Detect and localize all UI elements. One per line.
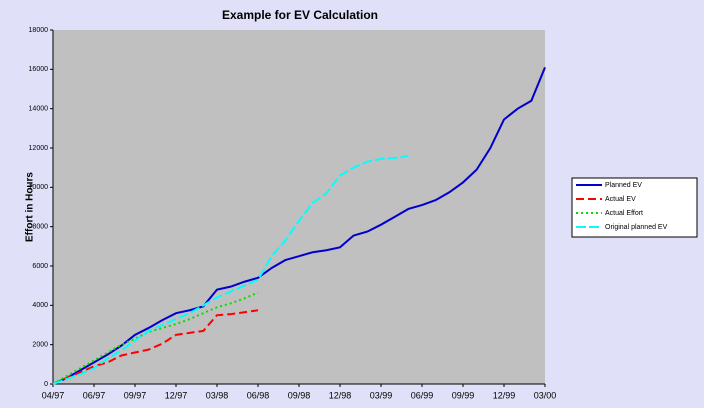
- plot-area: [53, 30, 545, 384]
- x-tick-label: 06/99: [411, 390, 434, 400]
- chart-title: Example for EV Calculation: [222, 8, 378, 22]
- series-line: [52, 309, 259, 385]
- series-line: [52, 66, 546, 385]
- x-tick-label: 03/00: [534, 390, 557, 400]
- x-tick-label: 03/99: [370, 390, 393, 400]
- x-tick-label: 12/98: [329, 390, 352, 400]
- legend-label: Original planned EV: [605, 224, 668, 231]
- x-tick-label: 09/97: [124, 390, 147, 400]
- x-tick-label: 09/99: [452, 390, 475, 400]
- y-tick-label: 2000: [32, 342, 48, 349]
- x-tick-label: 04/97: [42, 390, 65, 400]
- legend-label: Planned EV: [605, 182, 642, 189]
- y-tick-label: 18000: [29, 27, 49, 34]
- y-tick-label: 6000: [32, 263, 48, 270]
- y-tick-label: 4000: [32, 302, 48, 309]
- x-tick-label: 12/97: [165, 390, 188, 400]
- y-tick-label: 12000: [29, 145, 49, 152]
- series-line: [52, 291, 259, 385]
- x-tick-label: 06/97: [83, 390, 106, 400]
- series-line: [52, 154, 409, 385]
- y-axis-label: Effort in Hours: [25, 172, 36, 242]
- x-tick-label: 09/98: [288, 390, 311, 400]
- x-tick-label: 12/99: [493, 390, 516, 400]
- y-tick-label: 8000: [32, 224, 48, 231]
- x-tick-label: 06/98: [247, 390, 270, 400]
- x-tick-label: 03/98: [206, 390, 229, 400]
- y-tick-label: 10000: [29, 184, 49, 191]
- y-tick-label: 0: [44, 381, 48, 388]
- y-tick-label: 16000: [29, 66, 49, 73]
- legend-label: Actual EV: [605, 196, 636, 203]
- y-tick-label: 14000: [29, 106, 49, 113]
- legend-label: Actual Effort: [605, 210, 643, 217]
